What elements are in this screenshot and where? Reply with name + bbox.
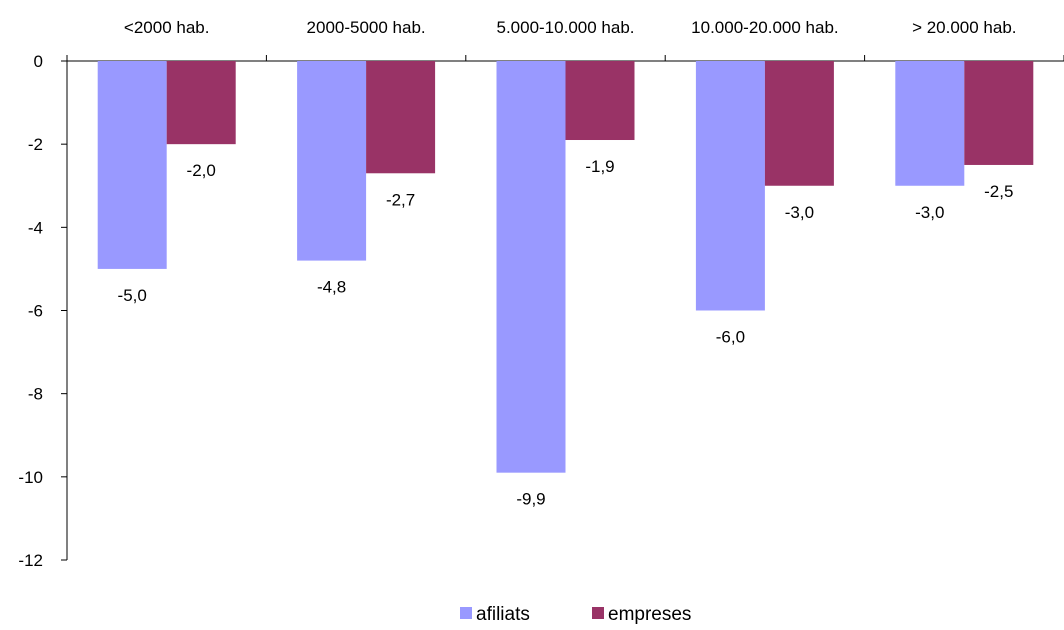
legend-swatch-empreses	[592, 607, 604, 619]
data-label-empreses: -1,9	[585, 157, 614, 176]
data-label-afiliats: -9,9	[516, 490, 545, 509]
legend-label-afiliats: afiliats	[476, 604, 530, 625]
data-label-afiliats: -5,0	[118, 286, 147, 305]
bars	[97, 61, 1034, 473]
y-tick-label: -4	[28, 218, 43, 237]
category-label: > 20.000 hab.	[912, 18, 1016, 37]
bar-empreses	[764, 61, 834, 186]
y-axis: 0 -2 -4 -6 -8 -10 -12	[18, 52, 68, 570]
bar-empreses	[964, 61, 1034, 165]
bar-afiliats	[97, 61, 167, 269]
category-label: 5.000-10.000 hab.	[496, 18, 634, 37]
data-labels: -5,0 -2,0 -4,8 -2,7 -9,9 -1,9 -6,0 -3,0 -3,0 -2,5	[118, 157, 1014, 509]
data-label-afiliats: -6,0	[716, 328, 745, 347]
data-label-afiliats: -4,8	[317, 278, 346, 297]
bar-empreses	[565, 61, 635, 141]
legend-label-empreses: empreses	[608, 604, 691, 625]
legend: afiliats empreses	[460, 604, 691, 625]
y-tick-label: -10	[18, 468, 43, 487]
bar-empreses	[166, 61, 236, 145]
data-label-empreses: -2,7	[386, 190, 415, 209]
y-tick-label: -8	[28, 385, 43, 404]
y-tick-label: -12	[18, 551, 43, 570]
bar-afiliats	[695, 61, 765, 311]
y-tick-label: -2	[28, 135, 43, 154]
category-label: 2000-5000 hab.	[307, 18, 426, 37]
bar-afiliats	[895, 61, 965, 186]
data-label-empreses: -3,0	[785, 203, 814, 222]
bar-afiliats	[496, 61, 566, 473]
data-label-empreses: -2,5	[984, 182, 1013, 201]
data-label-empreses: -2,0	[187, 161, 216, 180]
category-label: 10.000-20.000 hab.	[691, 18, 838, 37]
bar-afiliats	[297, 61, 367, 261]
x-axis: <2000 hab. 2000-5000 hab. 5.000-10.000 hab…	[66, 18, 1064, 62]
bar-empreses	[366, 61, 436, 174]
category-label: <2000 hab.	[124, 18, 210, 37]
legend-swatch-afiliats	[460, 607, 472, 619]
y-tick-label: 0	[34, 52, 43, 71]
data-label-afiliats: -3,0	[915, 203, 944, 222]
y-tick-label: -6	[28, 302, 43, 321]
